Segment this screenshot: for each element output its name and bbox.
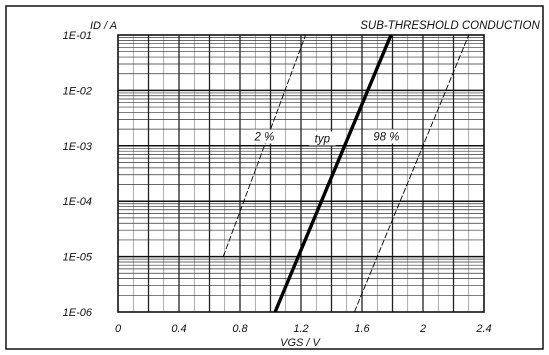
y-axis-label: ID / A: [90, 20, 117, 32]
x-tick-label: 1.2: [293, 323, 308, 335]
y-tick-label: 1E-05: [63, 252, 93, 264]
y-tick-label: 1E-03: [63, 141, 93, 153]
y-tick-label: 1E-01: [63, 30, 92, 42]
series-typ: [273, 34, 393, 313]
curve-label: 2 %: [253, 131, 274, 143]
x-tick-label: 2: [419, 323, 426, 335]
outer-frame: [5, 5, 544, 350]
curve-label-bg: [369, 129, 404, 144]
curve-label: 98 %: [373, 131, 399, 143]
curve-label: typ: [315, 133, 331, 145]
y-tick-label: 1E-02: [63, 85, 92, 97]
x-tick-labels: 0 0.4 0.8 1.2 1.6 2 2.4: [115, 323, 492, 335]
curve-label-bg: [250, 129, 278, 144]
chart-title: SUB-THRESHOLD CONDUCTION: [360, 20, 540, 32]
series-98-percent: [353, 34, 470, 313]
x-tick-label: 0.8: [232, 323, 248, 335]
x-tick-label: 2.4: [475, 323, 491, 335]
x-axis-label: VGS / V: [280, 337, 321, 349]
series-2-percent: [222, 34, 306, 257]
plot-frame: [117, 34, 485, 313]
x-tick-label: 1.6: [354, 323, 370, 335]
major-grid: [118, 35, 484, 312]
series-layer: [222, 34, 470, 313]
y-tick-label: 1E-06: [63, 307, 93, 319]
x-tick-label: 0.4: [171, 323, 186, 335]
y-tick-label: 1E-04: [63, 196, 92, 208]
y-tick-labels: 1E-06 1E-05 1E-04 1E-03 1E-02 1E-01: [63, 30, 93, 319]
curve-label-bg: [308, 131, 336, 146]
x-tick-label: 0: [115, 323, 122, 335]
curve-labels: 2 % typ 98 %: [250, 129, 404, 146]
